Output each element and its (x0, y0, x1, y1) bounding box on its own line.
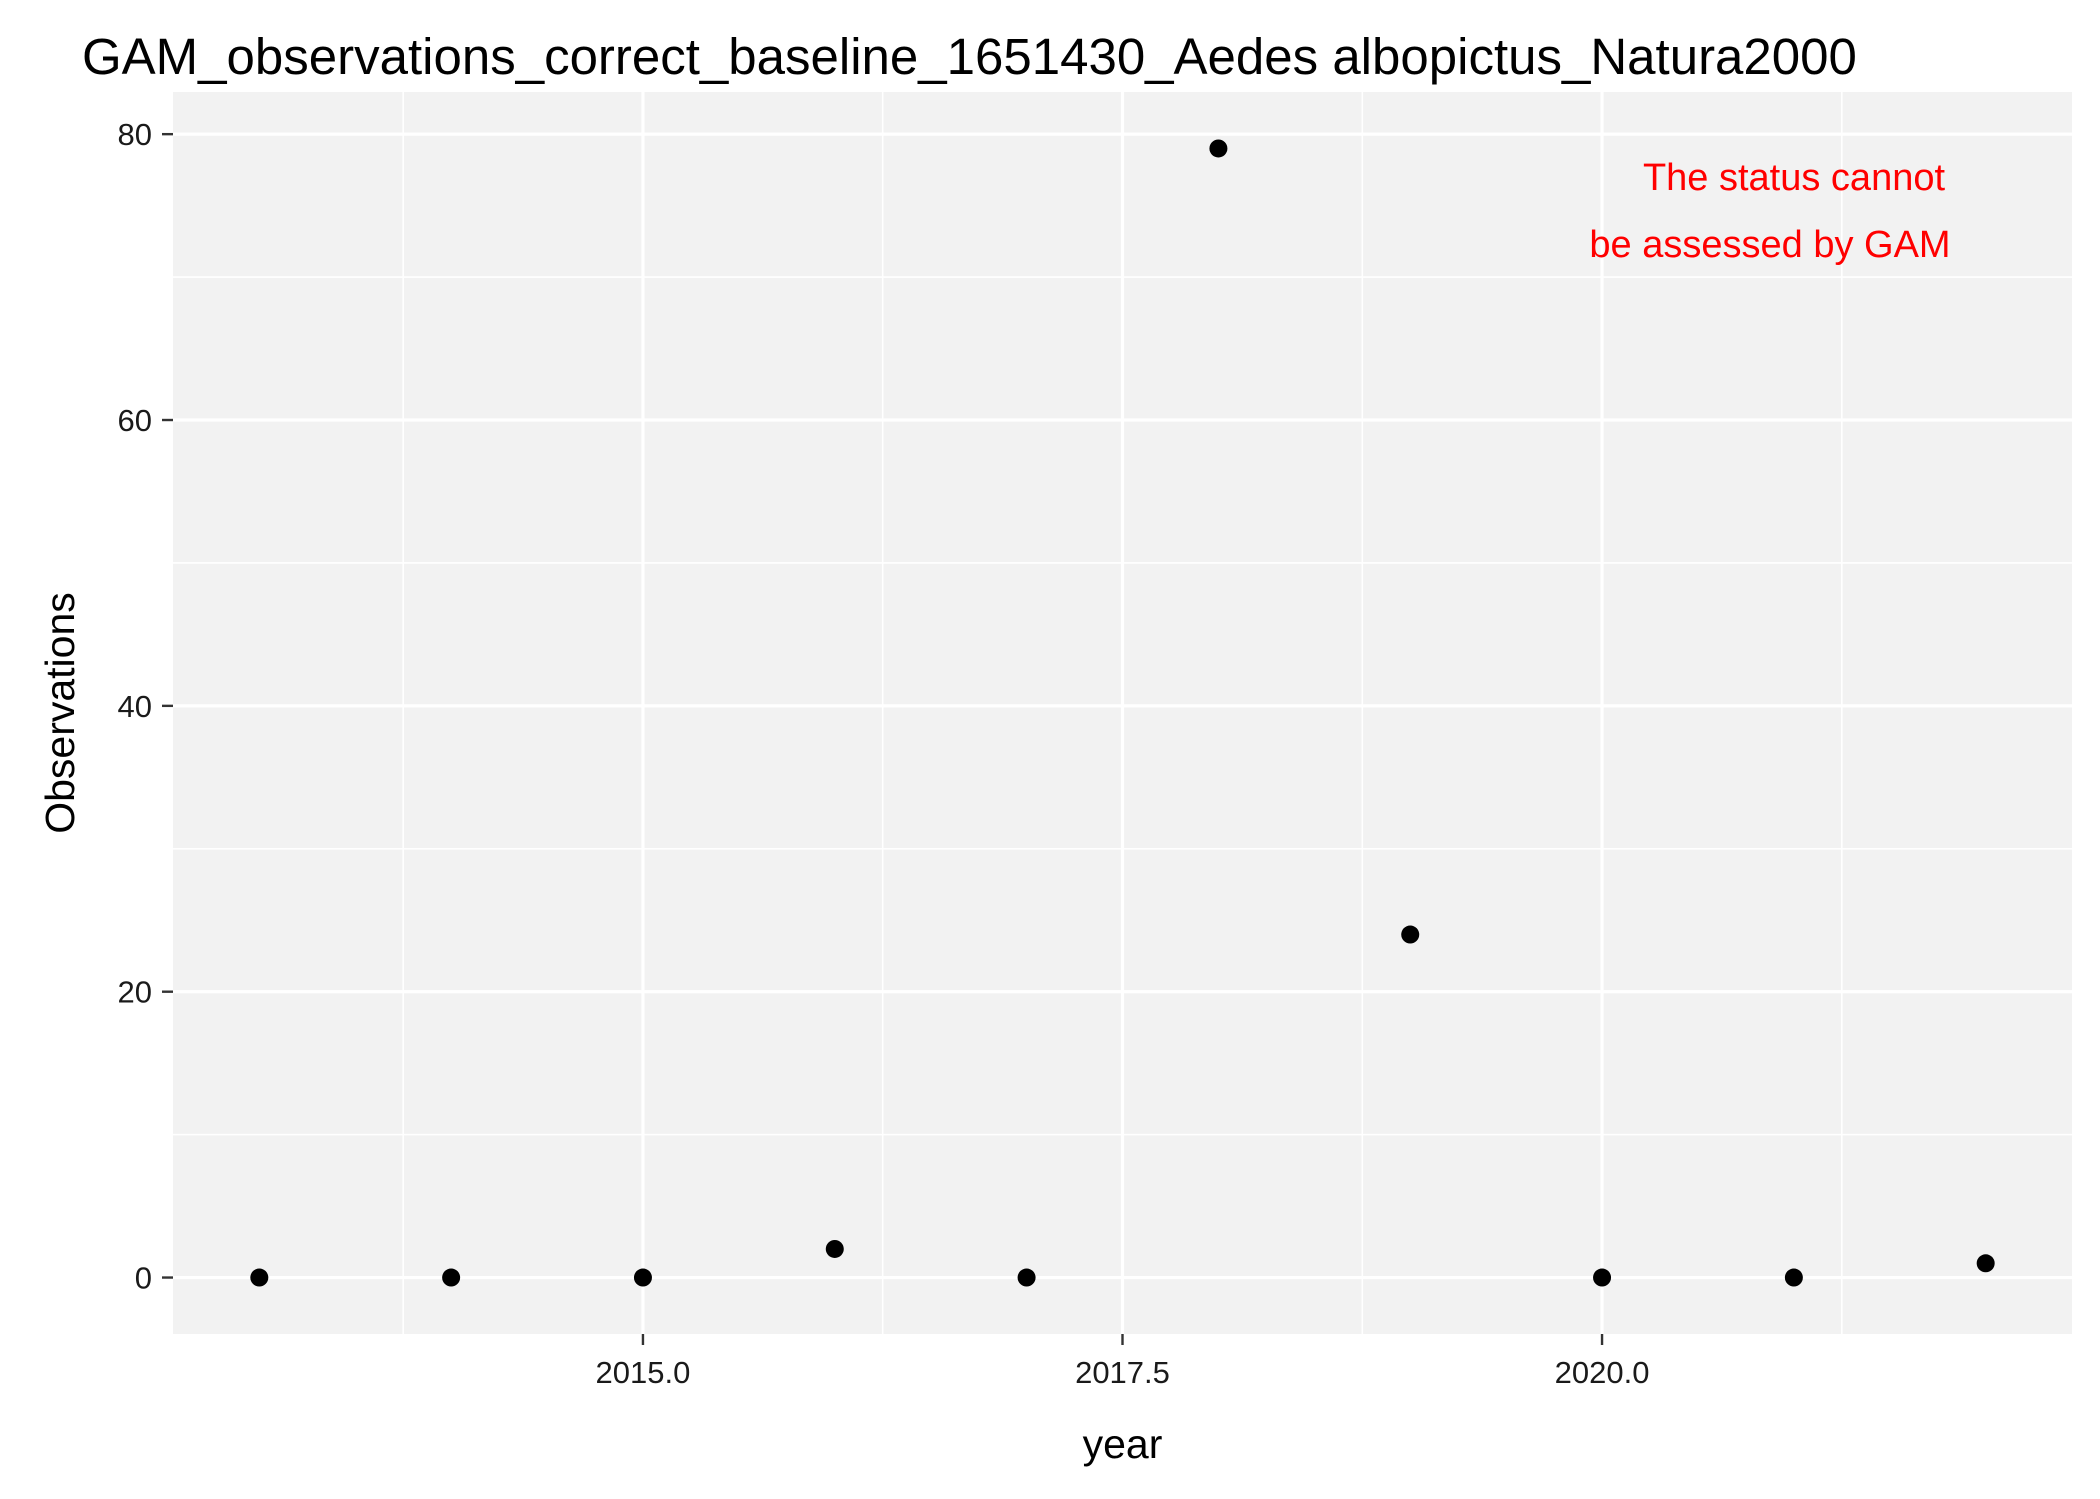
data-point (633, 1268, 652, 1287)
data-point (442, 1268, 461, 1287)
y-tick-label: 80 (118, 117, 152, 152)
data-point (1976, 1254, 1995, 1273)
status-annotation: The status cannot be assessed by GAM (1589, 157, 1950, 266)
data-point (1209, 139, 1228, 158)
data-point (250, 1268, 269, 1287)
annotation-line-1: The status cannot (1643, 157, 1946, 199)
grid-major (173, 92, 2072, 1334)
y-tick-label: 0 (135, 1261, 152, 1296)
chart-title: GAM_observations_correct_baseline_165143… (82, 28, 1857, 85)
x-tick-label: 2015.0 (596, 1355, 691, 1390)
annotation-line-2: be assessed by GAM (1589, 224, 1950, 266)
x-axis-title: year (1083, 1421, 1163, 1467)
data-point (1401, 925, 1420, 944)
y-axis: 0 20 40 60 80 (118, 117, 173, 1296)
y-tick-label: 60 (118, 403, 152, 438)
data-point (1017, 1268, 1036, 1287)
x-axis: 2015.0 2017.5 2020.0 (596, 1334, 1650, 1390)
y-tick-label: 20 (118, 975, 152, 1010)
data-point (825, 1239, 844, 1258)
x-tick-label: 2020.0 (1555, 1355, 1650, 1390)
y-axis-title: Observations (37, 592, 83, 834)
data-point (1784, 1268, 1803, 1287)
y-tick-label: 40 (118, 689, 152, 724)
data-point (1593, 1268, 1612, 1287)
data-points (250, 139, 1995, 1287)
x-tick-label: 2017.5 (1075, 1355, 1170, 1390)
